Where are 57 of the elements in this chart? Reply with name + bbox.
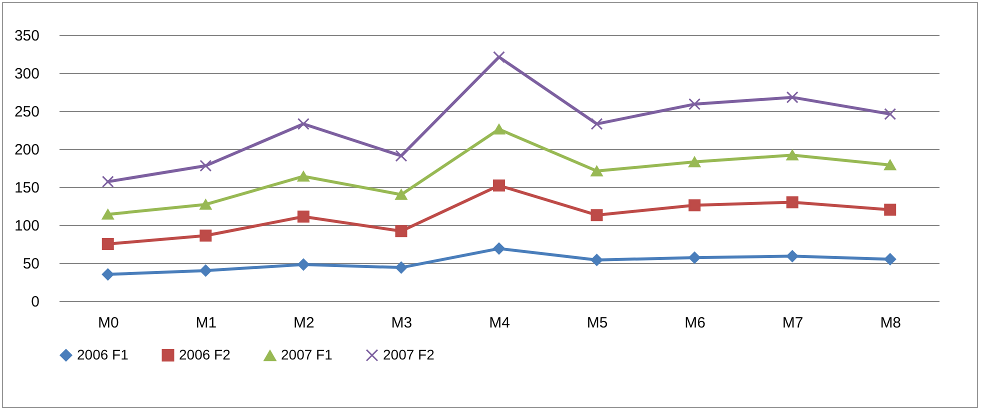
point: [786, 150, 798, 160]
point: [590, 166, 603, 176]
point: [200, 160, 212, 172]
x-tick-label: M7: [782, 314, 804, 332]
point: [884, 253, 896, 266]
point: [688, 199, 701, 212]
y-tick-label: 150: [14, 180, 40, 196]
point: [297, 171, 310, 182]
point: [786, 91, 798, 104]
point: [102, 209, 114, 220]
point: [590, 254, 603, 266]
legend-label: 2006 F1: [77, 346, 129, 362]
point: [200, 264, 212, 277]
y-tick-label: 350: [14, 28, 40, 44]
point: [688, 98, 701, 110]
point: [786, 196, 798, 208]
y-tick-label: 250: [14, 104, 40, 120]
point: [395, 262, 408, 274]
point: [884, 160, 896, 170]
legend-label: 2007 F1: [281, 346, 333, 363]
x-tick-label: M1: [196, 314, 217, 332]
point: [493, 242, 505, 255]
point: [688, 252, 701, 264]
point: [493, 179, 505, 192]
point: [297, 210, 310, 223]
point: [102, 176, 114, 188]
point: [786, 250, 798, 262]
point: [102, 238, 114, 250]
point: [884, 204, 896, 216]
x-tick-label: M5: [586, 314, 608, 332]
x-tick-label: M8: [880, 314, 902, 332]
y-tick-label: 100: [14, 218, 40, 234]
x-tick-label: M6: [684, 314, 706, 332]
point: [590, 118, 603, 130]
point: [297, 258, 310, 271]
legend-label: 2007 F2: [383, 346, 435, 362]
y-tick-label: 300: [14, 66, 40, 82]
point: [297, 118, 310, 130]
point: [395, 225, 408, 238]
point: [493, 51, 505, 64]
point: [200, 199, 212, 210]
legend-label: 2006 F2: [179, 346, 231, 362]
point: [688, 156, 701, 168]
point: [395, 150, 408, 162]
y-tick-label: 200: [14, 142, 40, 158]
y-tick-label: 50: [22, 256, 40, 272]
x-tick-label: M4: [489, 314, 510, 332]
point: [590, 209, 603, 222]
x-tick-label: M3: [391, 314, 412, 332]
point: [493, 124, 505, 135]
y-tick-label: 0: [31, 294, 40, 310]
point: [395, 189, 408, 200]
x-tick-label: M2: [294, 314, 314, 332]
x-tick-label: M0: [98, 314, 119, 332]
point: [102, 268, 114, 280]
point: [884, 108, 896, 120]
point: [200, 230, 212, 242]
